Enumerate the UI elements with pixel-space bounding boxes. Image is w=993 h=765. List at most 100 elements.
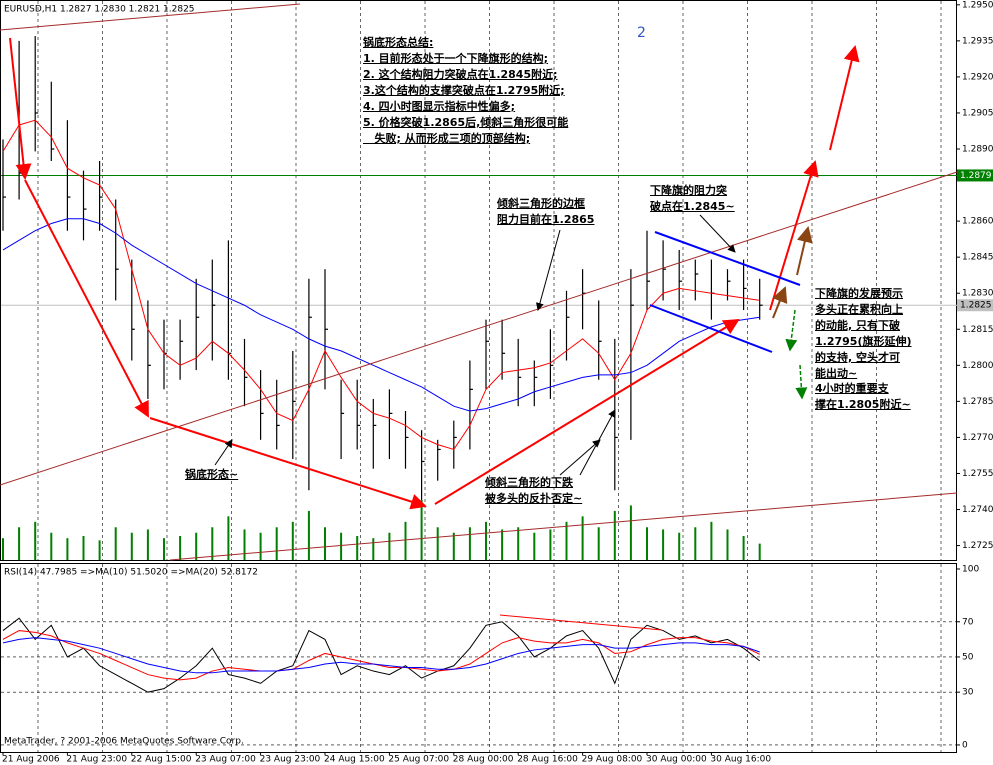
- volume-bar: [565, 521, 568, 560]
- y-tick-label: 1.2845: [962, 253, 993, 263]
- volume-bar: [291, 521, 294, 560]
- volume-bar: [629, 505, 632, 560]
- price-label-box: [957, 169, 993, 182]
- line-series: [2, 630, 760, 681]
- y-tick-label: 1.2890: [962, 145, 993, 155]
- volume-bar: [662, 529, 665, 560]
- line-series: [2, 218, 760, 412]
- volume-bar: [259, 532, 262, 560]
- y-tick-label: 1.2770: [962, 433, 993, 443]
- x-tick-label: 28 Aug 00:00: [453, 755, 514, 765]
- annotation-line: 被多头的反扑否定~: [485, 492, 583, 505]
- y-tick-label: 1.2920: [962, 72, 993, 82]
- volume-bar: [501, 529, 504, 560]
- volume-bar: [34, 521, 37, 560]
- volume-bar: [18, 527, 21, 560]
- annotation-line: 倾斜三角形的边框: [497, 197, 585, 210]
- annotation-line: 失败; 从而形成三项的顶部结构;: [363, 132, 531, 145]
- volume-bar: [420, 500, 423, 560]
- y-tick-label: 70: [962, 617, 974, 627]
- volume-bar: [275, 527, 278, 560]
- volume-bar: [324, 527, 326, 560]
- volume-bar: [179, 536, 182, 560]
- volume-bar: [694, 527, 697, 560]
- volume-bar: [211, 527, 214, 560]
- volume-bar: [549, 529, 552, 560]
- line-series: [2, 637, 760, 674]
- y-tick-label: 100: [962, 564, 979, 574]
- y-tick-label: 1.2815: [962, 325, 993, 335]
- y-tick-label: 50: [962, 652, 974, 662]
- y-tick-label: 1.2740: [962, 505, 993, 515]
- volume-bar: [533, 532, 536, 560]
- volume-bar: [146, 529, 149, 560]
- volume-bar: [195, 532, 198, 560]
- x-tick-label: 29 Aug 08:00: [582, 755, 643, 765]
- volume-bar: [710, 521, 713, 560]
- volume-bar: [163, 538, 165, 560]
- annotation-line: 锅底形态~: [185, 468, 239, 481]
- y-tick-label: 1.2755: [962, 469, 993, 479]
- x-tick-label: 30 Aug 16:00: [710, 755, 771, 765]
- volume-bar: [726, 529, 729, 560]
- x-tick-label: 25 Aug 07:00: [388, 755, 449, 765]
- x-tick-label: 28 Aug 16:00: [517, 755, 578, 765]
- volume-bar: [50, 532, 53, 560]
- volume-bar: [404, 521, 407, 560]
- volume-bar: [388, 532, 391, 560]
- rsi-panel: [0, 563, 957, 753]
- volume-bar: [82, 536, 85, 560]
- volume-bar: [436, 527, 439, 560]
- x-tick-label: 24 Aug 15:00: [324, 755, 385, 765]
- annotation-line: 下降旗的阻力突: [650, 184, 727, 197]
- price-label: 1.2825: [960, 301, 992, 311]
- line-series: [2, 617, 761, 693]
- y-tick-label: 1.2785: [962, 397, 993, 407]
- annotation-line: 破点在1.2845~: [650, 200, 735, 213]
- x-tick-label: 30 Aug 00:00: [646, 755, 707, 765]
- annotation-line: 2. 这个结构阻力突破点在1.2845附近;: [363, 68, 558, 81]
- annotation-line: 4. 四小时图显示指标中性偏多;: [363, 100, 516, 113]
- annotation-line: 的动能, 只有下破: [815, 319, 901, 332]
- volume-bar: [581, 516, 584, 560]
- annotation-line: 倾斜三角形的下跌: [485, 476, 573, 489]
- volume-bar: [130, 532, 133, 560]
- x-tick-label: 21 Aug 23:00: [66, 755, 127, 765]
- volume-bar: [646, 527, 648, 560]
- y-tick-label: 1.2830: [962, 289, 993, 299]
- volume-bar: [517, 527, 520, 560]
- volume-bar: [485, 521, 487, 560]
- annotation-line: 阻力目前在1.2865: [497, 213, 595, 226]
- annotation-line: 能出动~: [815, 367, 858, 380]
- volume-bar: [742, 536, 745, 560]
- annotation-line: 3.这个结构的支撑突破点在1.2795附近;: [363, 84, 565, 97]
- volume-bar: [468, 527, 471, 560]
- volume-bar: [227, 516, 230, 560]
- volume-bar: [356, 536, 359, 560]
- annotation-line: 4小时的重要支: [815, 382, 889, 395]
- volume-bar: [340, 532, 343, 560]
- annotation-line: 1.2795(旗形延伸): [815, 335, 912, 348]
- volume-bar: [758, 543, 761, 560]
- annotation-line: 锅底形态总结:: [363, 36, 434, 49]
- y-tick-label: 1.2800: [962, 361, 993, 371]
- annotation-line: 下降旗的发展预示: [815, 287, 903, 300]
- price-label: 1.2879: [960, 171, 992, 181]
- grid-layer: [1, 1, 957, 752]
- price-label-box: [957, 299, 993, 312]
- rsi-title: RSI(14) 47.7985 =>MA(10) 51.5020 =>MA(20…: [4, 568, 258, 578]
- annotation-line: 撑在1.2805附近~: [815, 398, 911, 411]
- volume-bar: [678, 532, 681, 560]
- volume-bar: [243, 529, 246, 560]
- line-series: [2, 119, 760, 451]
- annotation-line: 的支持, 空头才可: [815, 351, 901, 364]
- y-tick-label: 1.2860: [962, 217, 993, 227]
- volume-bar: [307, 510, 310, 560]
- annotation-line: 1. 目前形态处于一个下降旗形的结构;: [363, 52, 549, 65]
- price-panel: [0, 0, 957, 561]
- x-tick-label: 23 Aug 23:00: [260, 755, 321, 765]
- volume-bar: [597, 527, 600, 560]
